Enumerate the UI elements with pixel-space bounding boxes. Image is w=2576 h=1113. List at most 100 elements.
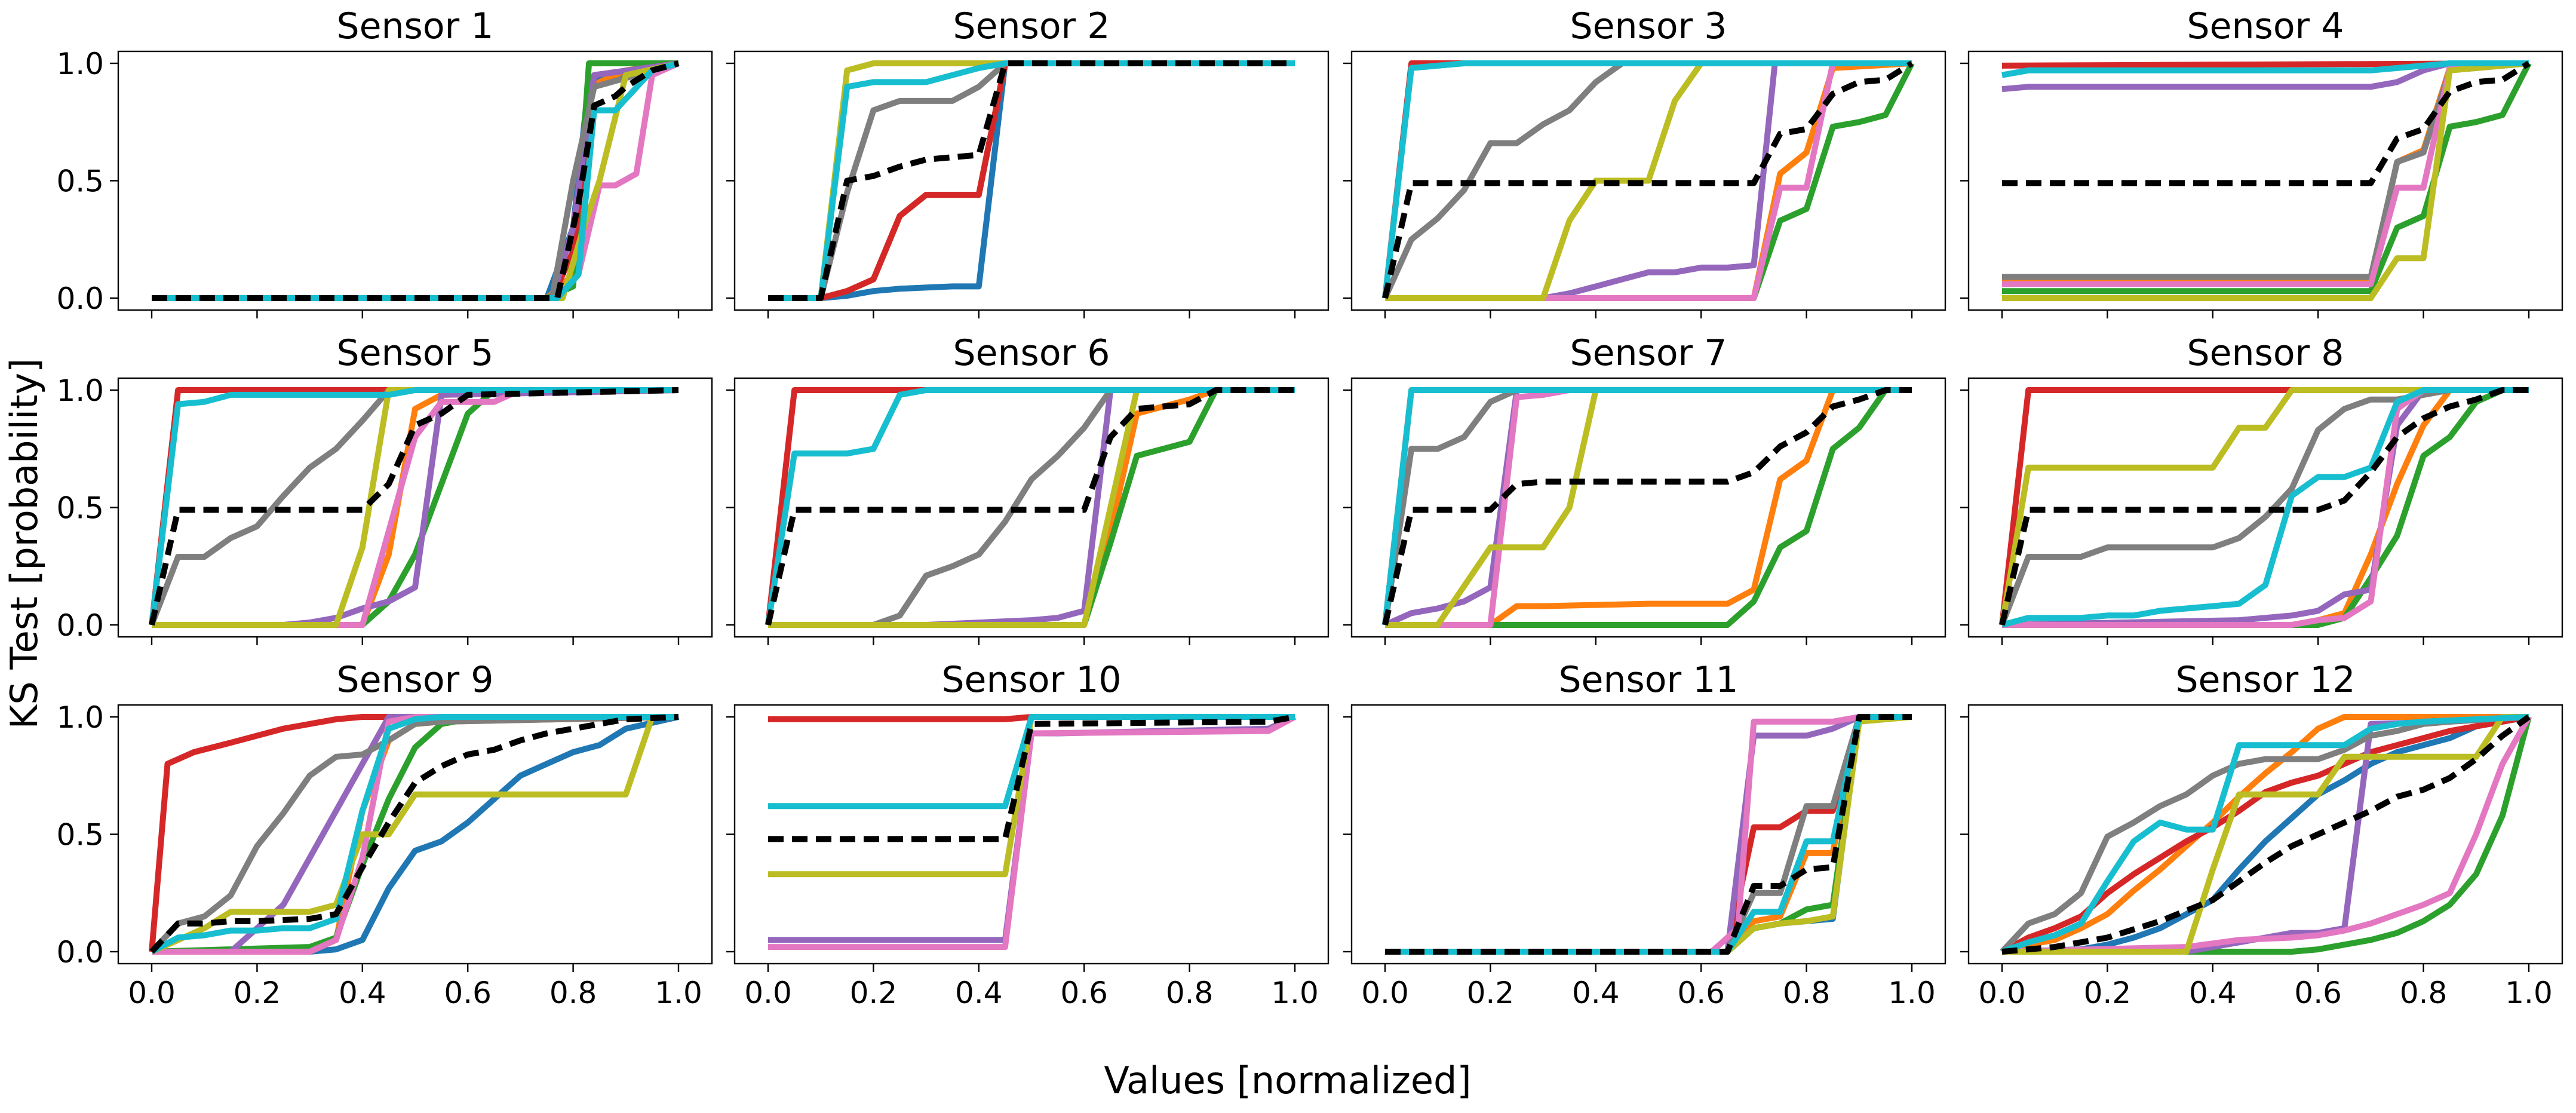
sensor-5-panel: Sensor 5 0.0 0.5 1.0 — [56, 332, 713, 645]
sensor-1-y-tick-label: 0.5 — [56, 164, 104, 199]
sensor-11-series-mean — [1385, 714, 1912, 955]
sensor-4-series-s3 — [2002, 62, 2532, 295]
sensor-12-series-s8 — [2002, 714, 2529, 955]
sensor-9-x-tick-label: 0.6 — [444, 976, 492, 1010]
sensor-2-panel: Sensor 2 — [726, 5, 1330, 318]
sensor-9-x-tick-label: 0.8 — [549, 976, 597, 1010]
sensor-3-panel: Sensor 3 — [1343, 5, 1946, 318]
sensor-9-series-s6 — [149, 714, 679, 954]
sensor-12-x-tick-label: 0.2 — [2084, 976, 2132, 1010]
sensor-10-x-tick-label: 0.8 — [1166, 976, 1214, 1010]
sensor-10-title: Sensor 10 — [941, 659, 1121, 701]
sensor-9-x-tick-label: 1.0 — [655, 976, 702, 1010]
sensor-5-y-tick-label: 1.0 — [56, 373, 104, 408]
sensor-6-series-mean — [765, 387, 1295, 626]
sensor-3-series-s5 — [1385, 60, 1912, 301]
sensor-1-series-mean — [152, 60, 680, 301]
sensor-9-title: Sensor 9 — [337, 659, 494, 701]
sensor-12-series-mean — [2001, 714, 2531, 955]
sensor-4-series-s8 — [2002, 60, 2529, 301]
sensor-11-x-tick-label: 0.2 — [1467, 976, 1515, 1010]
sensor-10-series-s7 — [768, 714, 1297, 951]
sensor-6-title: Sensor 6 — [953, 332, 1110, 374]
sensor-7-title: Sensor 7 — [1570, 332, 1727, 374]
sensor-12-x-tick-label: 1.0 — [2505, 976, 2553, 1010]
sensor-10-x-tick-label: 0.2 — [850, 976, 898, 1010]
sensor-2-series-s4 — [768, 60, 1295, 301]
sensor-1-panel: Sensor 1 0.0 0.5 1.0 — [56, 5, 713, 318]
subplot-grid: Sensor 1 0.0 0.5 1.0 Sensor 2 Sensor 3 Sensor … — [56, 5, 2563, 1010]
sensor-1-y-tick-label: 0.0 — [56, 281, 104, 316]
sensor-7-series-mean — [1382, 387, 1912, 626]
sensor-11-x-tick-label: 1.0 — [1888, 976, 1936, 1010]
sensor-9-y-tick-label: 0.5 — [56, 818, 104, 853]
sensor-8-title: Sensor 8 — [2187, 332, 2344, 374]
sensor-12-series-s4 — [2000, 714, 2529, 955]
sensor-12-series-s3 — [2002, 716, 2532, 955]
sensor-11-x-tick-label: 0.8 — [1783, 976, 1831, 1010]
sensor-11-title: Sensor 11 — [1558, 659, 1738, 701]
sensor-5-y-tick-label: 0.5 — [56, 491, 104, 526]
sensor-4-panel: Sensor 4 — [1960, 5, 2563, 318]
sensor-6-series-s9 — [765, 387, 1295, 626]
sensor-3-series-s8 — [1385, 60, 1912, 301]
sensor-7-series-s3 — [1385, 387, 1912, 628]
sensor-3-series-s6 — [1382, 60, 1912, 300]
sensor-9-panel: Sensor 9 0.0 0.2 0.4 0.6 0.8 1.0 0.0 0.5 1.0 — [56, 659, 713, 1010]
sensor-10-series-mean — [768, 714, 1295, 842]
sensor-10-panel: Sensor 10 0.0 0.2 0.4 0.6 0.8 1.0 — [726, 659, 1330, 1010]
sensor-10-x-tick-label: 0.0 — [744, 976, 792, 1010]
sensor-7-series-s2 — [1385, 387, 1912, 628]
sensor-4-title: Sensor 4 — [2187, 5, 2344, 47]
sensor-3-title: Sensor 3 — [1570, 5, 1727, 47]
sensor-9-series-s4 — [149, 714, 678, 952]
sensor-8-series-s8 — [1999, 387, 2529, 626]
sensor-11-x-tick-label: 0.6 — [1677, 976, 1725, 1010]
sensor-5-series-s6 — [149, 387, 678, 626]
sensor-8-panel: Sensor 8 — [1960, 332, 2563, 645]
sensor-1-y-tick-label: 1.0 — [56, 47, 104, 81]
sensor-1-title: Sensor 1 — [337, 5, 494, 47]
x-axis-label: Values [normalized] — [1104, 1059, 1471, 1102]
sensor-3-series-mean — [1382, 60, 1914, 299]
sensor-2-series-s9 — [768, 60, 1295, 301]
sensor-10-series-s9 — [768, 714, 1295, 810]
sensor-8-series-mean — [1999, 387, 2529, 626]
sensor-2-title: Sensor 2 — [953, 5, 1110, 47]
sensor-12-series-s7 — [2001, 715, 2532, 955]
sensor-5-title: Sensor 5 — [337, 332, 494, 374]
sensor-12-series-s9 — [2001, 714, 2529, 955]
sensor-11-panel: Sensor 11 0.0 0.2 0.4 0.6 0.8 1.0 — [1343, 659, 1946, 1010]
sensor-12-x-tick-label: 0.8 — [2400, 976, 2448, 1010]
sensor-12-series-s6 — [2000, 714, 2529, 954]
sensor-9-series-s9 — [150, 714, 678, 955]
sensor-9-x-tick-label: 0.0 — [128, 976, 176, 1010]
sensor-9-y-tick-label: 0.0 — [56, 935, 104, 970]
sensor-7-panel: Sensor 7 — [1343, 332, 1946, 645]
sensor-7-series-s9 — [1382, 387, 1912, 626]
sensor-1-series-s8 — [152, 60, 680, 301]
sensor-10-x-tick-label: 0.6 — [1060, 976, 1108, 1010]
sensor-4-series-s9 — [2001, 60, 2529, 78]
sensor-12-title: Sensor 12 — [2175, 659, 2355, 701]
sensor-9-x-tick-label: 0.4 — [339, 976, 386, 1010]
sensor-12-x-tick-label: 0.4 — [2189, 976, 2237, 1010]
sensor-10-x-tick-label: 0.4 — [955, 976, 1003, 1010]
sensor-2-series-mean — [768, 60, 1295, 301]
sensor-11-x-tick-label: 0.0 — [1361, 976, 1409, 1010]
sensor-12-x-tick-label: 0.0 — [1978, 976, 2026, 1010]
sensor-12-x-tick-label: 0.6 — [2294, 976, 2342, 1010]
sensor-9-series-s1 — [152, 714, 680, 955]
sensor-12-panel: Sensor 12 0.0 0.2 0.4 0.6 0.8 1.0 — [1960, 659, 2563, 1010]
sensor-5-y-tick-label: 0.0 — [56, 608, 104, 643]
sensor-5-series-mean — [149, 387, 679, 626]
sensor-7-series-s8 — [1385, 387, 1912, 628]
sensor-10-x-tick-label: 1.0 — [1271, 976, 1319, 1010]
sensor-8-series-s5 — [2001, 387, 2529, 628]
sensor-11-x-tick-label: 0.4 — [1572, 976, 1620, 1010]
sensor-8-series-s9 — [2001, 387, 2529, 628]
sensor-9-y-tick-label: 1.0 — [56, 700, 104, 735]
sensor-12-series-s1 — [2001, 714, 2529, 955]
sensor-9-x-tick-label: 0.2 — [234, 976, 281, 1010]
